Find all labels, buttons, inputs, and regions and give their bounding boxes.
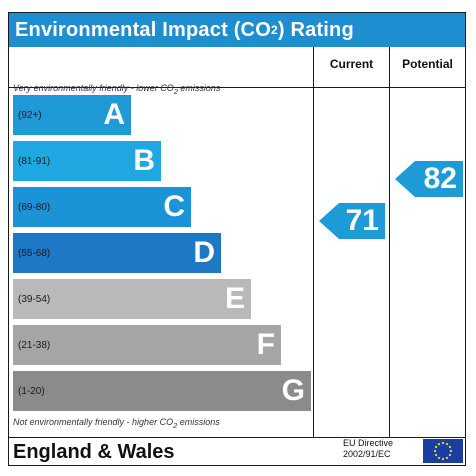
band-letter: E [224,282,245,315]
bottom-note-subscript: 2 [173,420,178,430]
band-letter: D [193,236,215,269]
band-letter: F [256,328,275,361]
band-letter: A [103,98,125,131]
band-range: (1-20) [18,385,45,397]
current-column-header: Current [329,57,374,71]
country-label: England & Wales [13,441,175,463]
eu-star [445,442,449,446]
current-rating-arrow: 71 [319,203,385,239]
bottom-note: Not environmentally friendly - higher CO… [13,417,220,430]
eu-star [437,456,441,460]
eu-star [449,449,453,453]
band-letter: B [133,144,155,177]
band-range: (55-68) [18,247,51,259]
footer [9,437,465,466]
chart-title: Environmental Impact (CO 2) Rating [9,13,465,47]
bottom-note-suffix: emissions [177,417,220,427]
co2-rating-chart: Environmental Impact (CO 2) Rating Curren… [8,12,466,466]
potential-rating-arrow: 82 [395,161,463,197]
band-g: (1-20) G [13,371,311,411]
band-f: (21-38) F [13,325,281,365]
title-suffix: ) Rating [277,18,354,41]
band-a: (92+) A [13,95,131,135]
column-divider [389,47,390,437]
band-e: (39-54) E [13,279,251,319]
band-range: (92+) [18,109,42,121]
directive-line-2: 2002/91/EC [343,449,391,459]
potential-column-header: Potential [402,57,453,71]
top-note: Very environmentally friendly - lower CO… [13,83,220,96]
band-range: (81-91) [18,155,51,167]
eu-star [448,453,452,457]
top-note-subscript: 2 [173,86,178,96]
directive-line-1: EU Directive [343,438,394,448]
top-note-prefix: Very environmentally friendly - lower CO [13,83,174,93]
column-header-row [9,47,465,88]
band-letter: C [163,190,185,223]
band-d: (55-68) D [13,233,221,273]
eu-star [448,445,452,449]
column-divider [313,47,314,437]
band-letter: G [281,374,305,407]
eu-star [441,441,445,445]
eu-star [441,457,445,461]
eu-star [434,445,438,449]
eu-star [434,453,438,457]
title-prefix: Environmental Impact (CO [15,18,271,41]
band-range: (21-38) [18,339,51,351]
eu-flag-icon [423,439,463,463]
eu-star [445,456,449,460]
band-range: (39-54) [18,293,51,305]
band-b: (81-91) B [13,141,161,181]
bottom-note-prefix: Not environmentally friendly - higher CO [13,417,174,427]
eu-star [433,449,437,453]
eu-directive: EU Directive 2002/91/EC [343,438,393,460]
top-note-suffix: emissions [177,83,221,93]
eu-star [437,442,441,446]
eu-flag-stars [433,441,453,461]
title-subscript: 2 [270,23,278,37]
band-c: (69-80) C [13,187,191,227]
band-range: (69-80) [18,201,51,213]
